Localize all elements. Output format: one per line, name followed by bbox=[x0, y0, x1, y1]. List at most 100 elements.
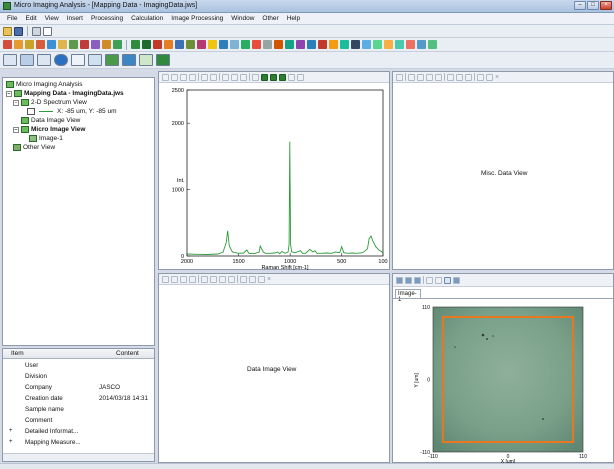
tab-image-1[interactable]: Image-1 bbox=[395, 289, 421, 303]
grid-tool-icon[interactable] bbox=[175, 40, 184, 49]
export-icon[interactable] bbox=[241, 40, 250, 49]
search-icon[interactable] bbox=[240, 73, 247, 81]
offset-tool-icon[interactable] bbox=[69, 40, 78, 49]
zoom-in-icon[interactable] bbox=[408, 73, 415, 81]
zoom-icon[interactable] bbox=[426, 276, 433, 284]
layout-icon[interactable] bbox=[230, 40, 239, 49]
image-view-icon[interactable] bbox=[88, 54, 102, 66]
select-icon[interactable] bbox=[444, 276, 451, 284]
expand-icon[interactable]: + bbox=[9, 428, 13, 434]
image-adjust-icon[interactable] bbox=[396, 276, 403, 284]
tree-mapping-data[interactable]: − Mapping Data - ImagingData.jws bbox=[6, 90, 124, 97]
peak-tool-icon[interactable] bbox=[3, 40, 12, 49]
menu-image-processing[interactable]: Image Processing bbox=[171, 15, 224, 22]
zoom-out-icon[interactable] bbox=[180, 275, 187, 283]
overlay-icon[interactable] bbox=[288, 73, 295, 81]
cursor-icon[interactable] bbox=[396, 73, 403, 81]
menu-other[interactable]: Other bbox=[262, 15, 279, 22]
mapping-icon[interactable] bbox=[307, 40, 316, 49]
property-row[interactable]: + Detailed Informat... bbox=[3, 427, 154, 436]
print-icon[interactable] bbox=[32, 26, 41, 36]
stop-icon[interactable] bbox=[318, 40, 327, 49]
color-balance-icon[interactable] bbox=[405, 276, 412, 284]
spectrum-chart[interactable]: 0 1000 2000 2500 2000 1500 1000 500 100 Raman Shi… bbox=[159, 84, 389, 270]
tree-spectrum-legend[interactable]: X: -85 um, Y: -85 um bbox=[27, 108, 117, 115]
crop-icon[interactable] bbox=[435, 276, 442, 284]
window-icon[interactable] bbox=[417, 40, 426, 49]
peak-label-icon[interactable] bbox=[279, 73, 286, 81]
brush-icon[interactable] bbox=[384, 40, 393, 49]
zoom-tool-icon[interactable] bbox=[186, 40, 195, 49]
property-icon[interactable] bbox=[351, 40, 360, 49]
menu-processing[interactable]: Processing bbox=[90, 15, 124, 22]
label-tool-icon[interactable] bbox=[164, 40, 173, 49]
export-icon[interactable] bbox=[249, 275, 256, 283]
fit-view-icon[interactable] bbox=[139, 54, 153, 66]
measure-icon[interactable] bbox=[219, 275, 226, 283]
smoothing-tool-icon[interactable] bbox=[25, 40, 34, 49]
pan-icon[interactable] bbox=[189, 73, 196, 81]
measure-icon[interactable] bbox=[456, 73, 463, 81]
green-panel-icon[interactable] bbox=[156, 54, 170, 66]
property-row[interactable]: Sample name bbox=[3, 405, 154, 414]
property-row[interactable]: Comment bbox=[3, 416, 154, 425]
layout-view-icon[interactable] bbox=[122, 54, 136, 66]
menu-help[interactable]: Help bbox=[286, 15, 301, 22]
close-view-icon[interactable]: × bbox=[267, 275, 272, 283]
tree-micro-image-view[interactable]: − Micro Image View bbox=[13, 126, 85, 133]
image-adjust-icon[interactable] bbox=[208, 40, 217, 49]
menu-calculation[interactable]: Calculation bbox=[131, 15, 164, 22]
tile-view-icon[interactable] bbox=[20, 54, 34, 66]
peak-mark-icon[interactable] bbox=[142, 40, 151, 49]
spike-tool-icon[interactable] bbox=[58, 40, 67, 49]
expand-icon[interactable]: + bbox=[9, 439, 13, 445]
collapse-icon[interactable]: − bbox=[13, 126, 19, 133]
peak-fill-icon[interactable] bbox=[270, 73, 277, 81]
marker-icon[interactable] bbox=[406, 40, 415, 49]
export-icon[interactable] bbox=[486, 73, 493, 81]
mosaic-icon[interactable] bbox=[453, 276, 460, 284]
horizontal-scrollbar[interactable] bbox=[3, 453, 154, 461]
derivative-tool-icon[interactable] bbox=[36, 40, 45, 49]
menu-edit[interactable]: Edit bbox=[25, 15, 37, 22]
scale-icon[interactable] bbox=[210, 73, 217, 81]
single-view-icon[interactable] bbox=[3, 54, 17, 66]
close-button[interactable]: × bbox=[600, 1, 612, 10]
zoom-out-icon[interactable] bbox=[417, 73, 424, 81]
cursor-icon[interactable] bbox=[162, 275, 169, 283]
stack-icon[interactable] bbox=[297, 73, 304, 81]
zoom-in-icon[interactable] bbox=[171, 275, 178, 283]
highlight-icon[interactable] bbox=[329, 40, 338, 49]
marker-icon[interactable] bbox=[252, 73, 259, 81]
list-view-icon[interactable] bbox=[71, 54, 85, 66]
tree-image-1[interactable]: Image-1 bbox=[29, 135, 63, 142]
measure-icon[interactable] bbox=[340, 40, 349, 49]
run-icon[interactable] bbox=[428, 40, 437, 49]
property-row[interactable]: Creation date 2014/03/18 14:31 bbox=[3, 394, 154, 403]
tree-root[interactable]: Micro Imaging Analysis bbox=[6, 81, 82, 88]
measure-icon[interactable] bbox=[222, 73, 229, 81]
collapse-icon[interactable]: − bbox=[6, 90, 12, 97]
record-icon[interactable] bbox=[252, 40, 261, 49]
peak-label-icon[interactable] bbox=[153, 40, 162, 49]
item-column-header[interactable]: Item bbox=[11, 350, 24, 357]
menu-window[interactable]: Window bbox=[231, 15, 255, 22]
difference-tool-icon[interactable] bbox=[80, 40, 89, 49]
collapse-icon[interactable]: − bbox=[13, 99, 19, 106]
fit-icon[interactable] bbox=[201, 73, 208, 81]
arithmetic-tool-icon[interactable] bbox=[91, 40, 100, 49]
scale-icon[interactable] bbox=[447, 73, 454, 81]
cursor-icon[interactable] bbox=[162, 73, 169, 81]
info-view-icon[interactable] bbox=[54, 54, 68, 66]
settings-icon[interactable] bbox=[263, 40, 272, 49]
save-icon[interactable] bbox=[14, 26, 23, 36]
property-row[interactable]: User bbox=[3, 361, 154, 370]
close-view-icon[interactable]: × bbox=[495, 73, 500, 81]
scale-icon[interactable] bbox=[210, 275, 217, 283]
label-icon[interactable] bbox=[465, 73, 472, 81]
menu-file[interactable]: File bbox=[7, 15, 18, 22]
pca-icon[interactable] bbox=[285, 40, 294, 49]
zoom-in-icon[interactable] bbox=[171, 73, 178, 81]
menu-insert[interactable]: Insert bbox=[66, 15, 83, 22]
spectrum-mode-icon[interactable] bbox=[131, 40, 140, 49]
